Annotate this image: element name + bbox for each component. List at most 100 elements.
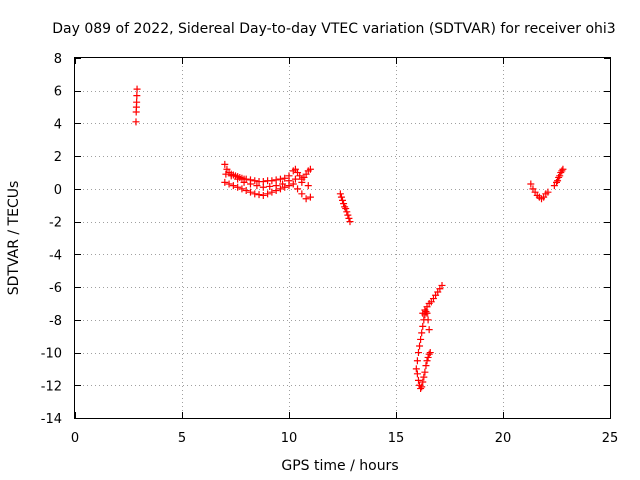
data-point xyxy=(336,190,344,198)
data-point xyxy=(412,365,420,373)
data-point xyxy=(554,177,562,185)
data-point xyxy=(424,353,432,361)
y-tick-label: -2 xyxy=(49,216,62,231)
data-point xyxy=(246,188,254,196)
data-point xyxy=(264,190,272,198)
data-point xyxy=(266,182,274,190)
data-point xyxy=(424,316,432,324)
data-point xyxy=(291,175,299,183)
data-point xyxy=(242,187,250,195)
data-point xyxy=(342,205,350,213)
x-tick-label: 20 xyxy=(495,431,512,446)
data-point xyxy=(438,281,446,289)
data-point xyxy=(132,118,140,126)
data-point xyxy=(279,180,287,188)
y-tick-label: -10 xyxy=(41,347,62,362)
data-point xyxy=(559,165,567,173)
data-point xyxy=(527,180,535,188)
data-point xyxy=(422,362,430,370)
x-axis-label: GPS time / hours xyxy=(281,458,398,474)
data-point xyxy=(133,85,141,93)
data-point xyxy=(553,178,560,186)
data-point xyxy=(425,350,433,358)
y-tick-label: -14 xyxy=(41,412,62,427)
data-point xyxy=(234,175,242,183)
data-point xyxy=(421,368,429,376)
data-point xyxy=(306,165,314,173)
y-tick-label: -6 xyxy=(49,281,62,296)
data-point xyxy=(425,326,433,334)
data-point xyxy=(285,177,293,185)
data-point xyxy=(343,208,351,216)
data-point xyxy=(227,172,235,180)
data-point xyxy=(276,175,284,183)
data-point xyxy=(229,182,237,190)
data-point xyxy=(419,378,427,386)
data-point xyxy=(417,385,425,393)
data-point xyxy=(268,177,276,185)
x-tick-label: 5 xyxy=(178,431,186,446)
x-tick-label: 10 xyxy=(281,431,298,446)
y-tick-label: 0 xyxy=(54,183,62,198)
data-point xyxy=(416,342,424,350)
data-point xyxy=(294,185,302,193)
data-point xyxy=(281,174,289,182)
data-point xyxy=(302,195,310,203)
data-point xyxy=(304,182,312,190)
data-point xyxy=(306,193,314,201)
data-point xyxy=(255,191,263,199)
data-point xyxy=(414,376,422,384)
data-point xyxy=(544,188,552,196)
data-point xyxy=(251,190,259,198)
data-point xyxy=(240,178,248,186)
y-tick-label: -12 xyxy=(41,379,62,394)
data-point xyxy=(222,170,230,178)
y-tick-label: 8 xyxy=(54,52,62,67)
data-point xyxy=(413,357,421,365)
data-point xyxy=(234,183,242,191)
data-point xyxy=(272,182,280,190)
data-point xyxy=(337,193,345,201)
data-point xyxy=(345,214,353,222)
data-point xyxy=(346,218,354,226)
data-point xyxy=(340,200,348,208)
y-tick-label: 2 xyxy=(54,150,62,165)
data-point xyxy=(276,185,284,193)
data-points xyxy=(132,85,567,393)
data-point xyxy=(555,173,563,181)
data-point xyxy=(259,183,267,191)
data-point xyxy=(298,178,306,186)
data-point xyxy=(133,98,141,106)
y-tick-label: -4 xyxy=(49,248,62,263)
y-axis-label: SDTVAR / TECUs xyxy=(6,181,22,296)
data-point xyxy=(238,185,246,193)
data-point xyxy=(268,188,276,196)
plot-frame xyxy=(74,57,611,419)
y-tick-label: -8 xyxy=(49,314,62,329)
data-point xyxy=(420,373,428,381)
data-point xyxy=(423,357,431,365)
y-tick-label: 4 xyxy=(54,117,62,132)
data-point xyxy=(556,172,564,180)
data-point xyxy=(221,178,229,186)
x-tick-label: 25 xyxy=(602,431,619,446)
data-point xyxy=(341,203,349,211)
x-tick-label: 0 xyxy=(71,431,79,446)
chart-title: Day 089 of 2022, Sidereal Day-to-day VTE… xyxy=(52,21,615,37)
axis-ticks xyxy=(75,58,611,419)
y-tick-labels: -14 -12 -10 -8 -6 -4 -2 0 2 4 6 8 xyxy=(41,52,62,427)
data-point xyxy=(225,180,233,188)
data-point xyxy=(289,180,297,188)
data-point xyxy=(221,160,229,168)
y-tick-label: 6 xyxy=(54,85,62,100)
data-point xyxy=(426,349,434,357)
grid-lines xyxy=(75,58,610,418)
data-point xyxy=(422,308,430,316)
data-point xyxy=(133,92,141,100)
data-point xyxy=(417,335,425,343)
data-point xyxy=(418,329,426,337)
data-point xyxy=(558,167,566,175)
data-point xyxy=(253,182,261,190)
data-point xyxy=(259,191,267,199)
